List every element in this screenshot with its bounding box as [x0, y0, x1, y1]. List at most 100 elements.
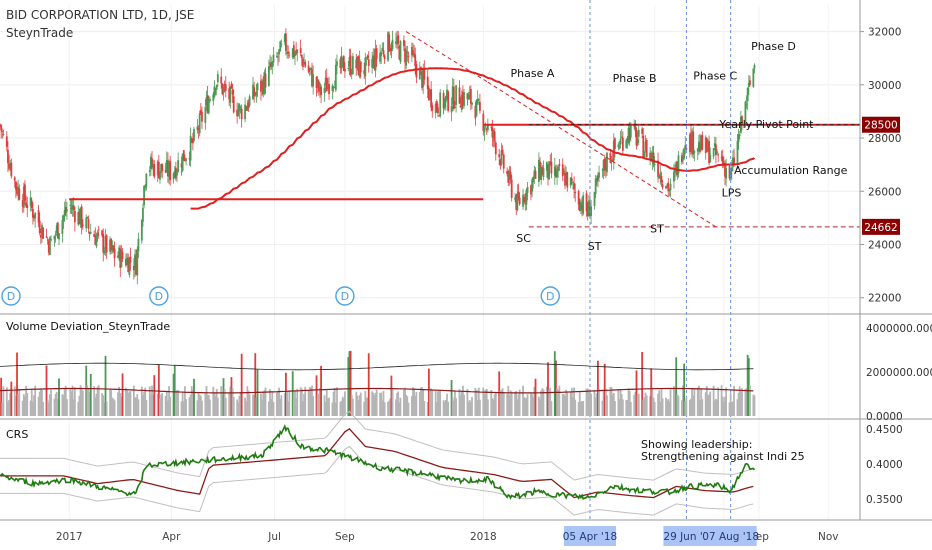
price-label-badge-text: 28500	[864, 120, 897, 132]
candle-body	[586, 209, 589, 216]
candle-body	[275, 55, 278, 57]
candle-body	[389, 49, 392, 51]
candle-body	[220, 76, 223, 84]
candle-body	[132, 265, 135, 271]
candle-body	[412, 50, 414, 54]
volume-bar	[533, 386, 536, 416]
candle-body	[315, 77, 318, 89]
candle-body	[414, 54, 417, 67]
volume-bar	[372, 392, 375, 416]
candle-body	[197, 128, 200, 131]
volume-bar	[112, 398, 115, 416]
candle-body	[270, 64, 273, 68]
crs-annotation-line: Showing leadership:	[641, 438, 752, 451]
candle-body	[651, 152, 654, 161]
volume-bar	[741, 388, 743, 416]
volume-bar	[285, 372, 287, 416]
volume-bar	[669, 389, 672, 416]
candle-body	[37, 210, 40, 223]
candle-body	[626, 138, 629, 141]
candle-body	[50, 239, 52, 241]
candle-body	[636, 139, 639, 144]
volume-bar	[541, 388, 544, 416]
volume-bar	[728, 402, 731, 416]
candle-body	[598, 172, 600, 178]
volume-bar	[191, 389, 194, 416]
volume-bar	[438, 389, 440, 416]
candle-body	[109, 239, 111, 252]
volume-bar	[16, 352, 18, 416]
candle-body	[491, 127, 494, 138]
candle-body	[738, 134, 741, 136]
candle-body	[64, 206, 67, 213]
price-pane: Phase A Phase B Phase C Phase D Yearly Pivot…	[0, 0, 860, 520]
volume-bar	[73, 387, 76, 416]
volume-bar	[113, 400, 116, 416]
volume-bar	[184, 386, 186, 416]
volume-bar	[557, 389, 560, 416]
volume-bar	[643, 397, 646, 416]
volume-bar	[85, 365, 88, 416]
candle-body	[334, 64, 337, 91]
candle-body	[458, 87, 461, 104]
candle-body	[602, 160, 605, 171]
volume-bar	[101, 393, 104, 416]
volume-bar	[260, 393, 262, 416]
volume-bar	[371, 391, 374, 416]
volume-bar	[724, 396, 726, 416]
candle-body	[113, 248, 116, 259]
candle-body	[691, 131, 693, 154]
candle-body	[151, 158, 153, 168]
candle-body	[70, 207, 73, 209]
candle-body	[724, 162, 726, 177]
candle-body	[216, 74, 219, 83]
candle-body	[522, 194, 524, 207]
volume-bar	[730, 402, 733, 416]
candle-body	[18, 188, 21, 200]
volume-bar	[553, 351, 556, 416]
volume-bar	[507, 385, 510, 416]
candle-body	[426, 76, 429, 89]
candle-body	[240, 108, 243, 120]
candle-body	[311, 69, 313, 87]
candle-body	[635, 129, 638, 146]
volume-bar	[132, 385, 135, 416]
volume-bar	[705, 386, 708, 416]
volume-bar	[524, 398, 527, 416]
volume-bar	[660, 388, 663, 416]
candle-body	[570, 178, 573, 181]
volume-bar	[682, 385, 684, 416]
candle-body	[340, 55, 343, 69]
candle-body	[172, 173, 175, 180]
price-label-badge	[862, 218, 900, 235]
candle-body	[737, 134, 740, 143]
volume-bar	[261, 399, 263, 416]
volume-bar	[451, 397, 454, 416]
date-badge	[663, 526, 710, 546]
candle-body	[164, 169, 167, 173]
candle-body	[324, 77, 327, 86]
candle-body	[326, 84, 329, 89]
dividend-event-badge-label: D	[155, 290, 163, 303]
candle-body	[295, 50, 298, 55]
volume-bar	[173, 365, 176, 416]
candle-body	[17, 186, 20, 195]
candle-body	[287, 51, 290, 54]
volume-bar	[18, 388, 21, 416]
volume-bar	[348, 351, 351, 416]
volume-bar	[545, 386, 548, 416]
candle-body	[181, 153, 184, 171]
candle-body	[271, 61, 274, 68]
volume-bar	[22, 394, 25, 416]
volume-bar	[403, 389, 405, 416]
volume-bar	[365, 397, 368, 416]
candle-body	[33, 214, 35, 219]
volume-bar	[238, 395, 241, 416]
volume-bar	[620, 394, 623, 416]
volume-bar	[582, 401, 585, 416]
candle-body	[618, 147, 621, 149]
candle-body	[201, 111, 203, 122]
volume-bar	[97, 385, 100, 416]
price-tick-label: 30000	[868, 80, 901, 92]
